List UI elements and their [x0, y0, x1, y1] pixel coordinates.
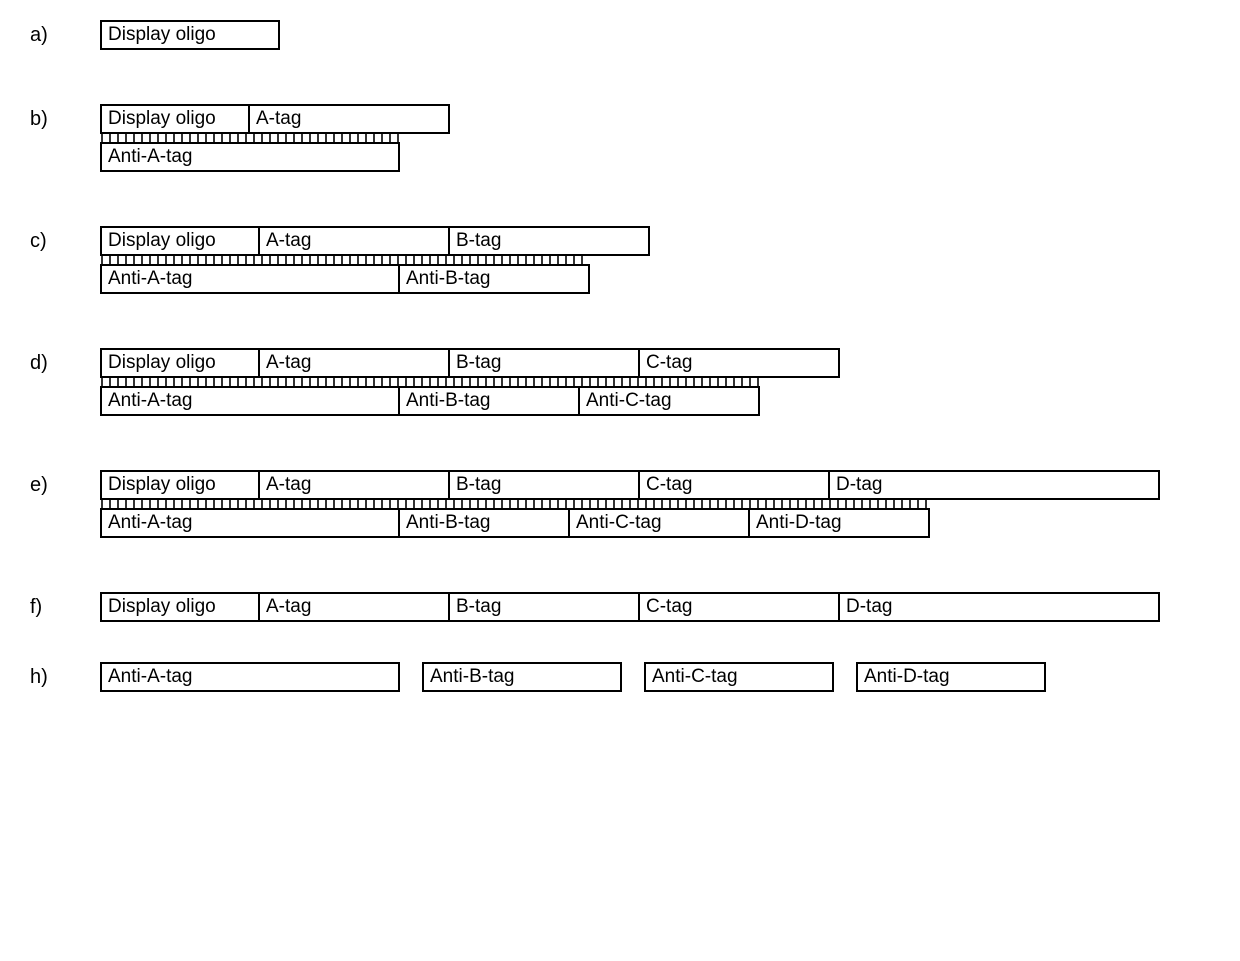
panel-e: e) Display oligoA-tagB-tagC-tagD-tag Ant… — [30, 470, 1210, 538]
panel-d-bottom-strand: Anti-A-tagAnti-B-tagAnti-C-tag — [100, 386, 840, 416]
segment-box: B-tag — [450, 348, 640, 378]
segment-box: B-tag — [450, 226, 650, 256]
panel-label: f) — [30, 592, 100, 619]
panel-e-stack: Display oligoA-tagB-tagC-tagD-tag Anti-A… — [100, 470, 1160, 538]
panel-f: f) Display oligoA-tagB-tagC-tagD-tag — [30, 592, 1210, 622]
segment-box: Anti-B-tag — [400, 508, 570, 538]
panel-c-top-strand: Display oligoA-tagB-tag — [100, 226, 650, 256]
panel-label: c) — [30, 226, 100, 253]
segment-box: A-tag — [260, 348, 450, 378]
panel-c-bottom-strand: Anti-A-tagAnti-B-tag — [100, 264, 650, 294]
segment-box: A-tag — [260, 470, 450, 500]
panel-label: a) — [30, 20, 100, 47]
panel-f-stack: Display oligoA-tagB-tagC-tagD-tag — [100, 592, 1160, 622]
segment-box: Anti-A-tag — [100, 264, 400, 294]
segment-box: Anti-A-tag — [100, 142, 400, 172]
segment-box: Anti-D-tag — [750, 508, 930, 538]
segment-box: C-tag — [640, 592, 840, 622]
panel-a-top-strand: Display oligo — [100, 20, 280, 50]
segment-box: Display oligo — [100, 104, 250, 134]
segment-box: A-tag — [260, 226, 450, 256]
panel-h-items: Anti-A-tag Anti-B-tag Anti-C-tag Anti-D-tag — [100, 662, 1046, 692]
segment-box: Anti-B-tag — [400, 386, 580, 416]
anti-tag-box: Anti-C-tag — [644, 662, 834, 692]
panel-label: b) — [30, 104, 100, 131]
panel-h: h) Anti-A-tag Anti-B-tag Anti-C-tag Anti-D-… — [30, 662, 1210, 692]
segment-box: B-tag — [450, 592, 640, 622]
panel-c-stack: Display oligoA-tagB-tag Anti-A-tagAnti-B… — [100, 226, 650, 294]
segment-box: Display oligo — [100, 226, 260, 256]
segment-box: Anti-C-tag — [580, 386, 760, 416]
segment-box: A-tag — [250, 104, 450, 134]
segment-box: B-tag — [450, 470, 640, 500]
panel-b-top-strand: Display oligoA-tag — [100, 104, 450, 134]
panel-c-hatch — [100, 254, 590, 266]
panel-d-stack: Display oligoA-tagB-tagC-tag Anti-A-tagA… — [100, 348, 840, 416]
panel-d: d) Display oligoA-tagB-tagC-tag Anti-A-t… — [30, 348, 1210, 416]
anti-tag-box: Anti-D-tag — [856, 662, 1046, 692]
panel-a-stack: Display oligo — [100, 20, 280, 50]
segment-box: Anti-C-tag — [570, 508, 750, 538]
segment-box: C-tag — [640, 470, 830, 500]
segment-box: Display oligo — [100, 470, 260, 500]
panel-a: a) Display oligo — [30, 20, 1210, 50]
panel-d-top-strand: Display oligoA-tagB-tagC-tag — [100, 348, 840, 378]
segment-box: Display oligo — [100, 592, 260, 622]
segment-box: Anti-B-tag — [400, 264, 590, 294]
panel-c: c) Display oligoA-tagB-tag Anti-A-tagAnt… — [30, 226, 1210, 294]
panel-label: d) — [30, 348, 100, 375]
panel-b-stack: Display oligoA-tag Anti-A-tag — [100, 104, 450, 172]
segment-box: D-tag — [840, 592, 1160, 622]
panel-b-bottom-strand: Anti-A-tag — [100, 142, 450, 172]
segment-box: A-tag — [260, 592, 450, 622]
panel-e-top-strand: Display oligoA-tagB-tagC-tagD-tag — [100, 470, 1160, 500]
anti-tag-box: Anti-A-tag — [100, 662, 400, 692]
segment-box: Anti-A-tag — [100, 386, 400, 416]
segment-box: Display oligo — [100, 348, 260, 378]
panel-b-hatch — [100, 132, 400, 144]
segment-box: D-tag — [830, 470, 1160, 500]
panel-e-bottom-strand: Anti-A-tagAnti-B-tagAnti-C-tagAnti-D-tag — [100, 508, 1160, 538]
segment-box: C-tag — [640, 348, 840, 378]
panel-label: h) — [30, 662, 100, 689]
segment-box: Display oligo — [100, 20, 280, 50]
segment-box: Anti-A-tag — [100, 508, 400, 538]
panel-f-top-strand: Display oligoA-tagB-tagC-tagD-tag — [100, 592, 1160, 622]
anti-tag-box: Anti-B-tag — [422, 662, 622, 692]
panel-label: e) — [30, 470, 100, 497]
panel-e-hatch — [100, 498, 930, 510]
panel-b: b) Display oligoA-tag Anti-A-tag — [30, 104, 1210, 172]
panel-d-hatch — [100, 376, 760, 388]
